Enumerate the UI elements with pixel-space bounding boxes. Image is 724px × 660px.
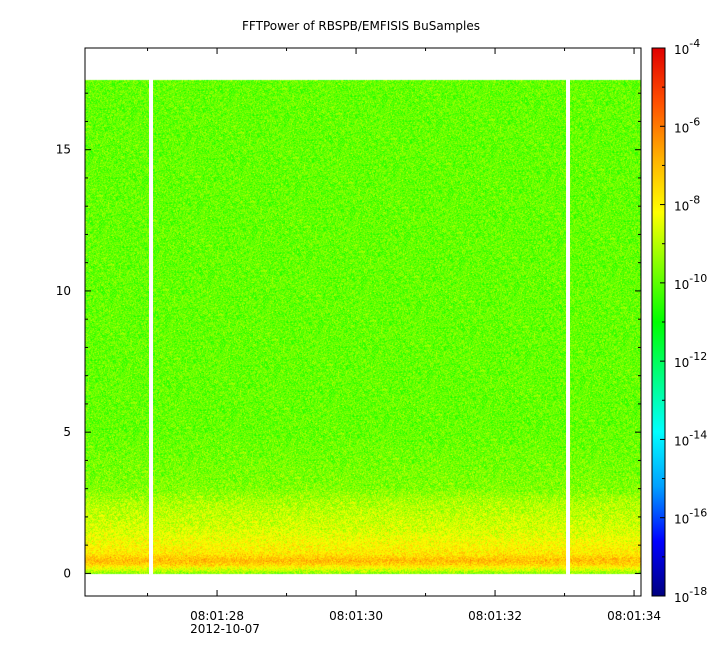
data-gaps — [149, 79, 571, 575]
y-axis: 0 5 10 15 — [56, 92, 641, 580]
x-date-label: 2012-10-07 — [190, 622, 260, 636]
colorbar-tick-label: 10-14 — [674, 428, 707, 448]
plot-frame — [84, 47, 642, 597]
y-tick-label: 10 — [56, 284, 71, 298]
colorbar-tick-label: 10-10 — [674, 272, 707, 292]
data-gap-1 — [149, 79, 154, 575]
colorbar-tick-label: 10-8 — [674, 194, 700, 214]
colorbar-tick-label: 10-4 — [674, 37, 700, 57]
colorbar-tick-label: 10-6 — [674, 115, 700, 135]
colorbar-tick-label: 10-12 — [674, 350, 707, 370]
x-tick-label: 08:01:28 — [190, 609, 244, 623]
x-tick-label: 08:01:32 — [468, 609, 522, 623]
y-tick-label: 0 — [63, 566, 71, 580]
x-axis: 08:01:28 08:01:30 08:01:32 08:01:34 — [147, 48, 661, 623]
colorbar-axis: 10-4 10-6 10-8 10-10 10-12 10-14 10-16 10-18 — [660, 37, 707, 605]
chart-title: FFTPower of RBSPB/EMFISIS BuSamples — [242, 19, 480, 33]
x-tick-label: 08:01:30 — [329, 609, 383, 623]
colorbar-tick-label: 10-18 — [674, 585, 707, 605]
data-gap-2 — [566, 79, 571, 575]
x-tick-label: 08:01:34 — [607, 609, 661, 623]
y-tick-label: 15 — [56, 143, 71, 157]
y-tick-label: 5 — [63, 425, 71, 439]
colorbar-tick-label: 10-16 — [674, 507, 707, 527]
spectrogram-image — [85, 48, 641, 596]
